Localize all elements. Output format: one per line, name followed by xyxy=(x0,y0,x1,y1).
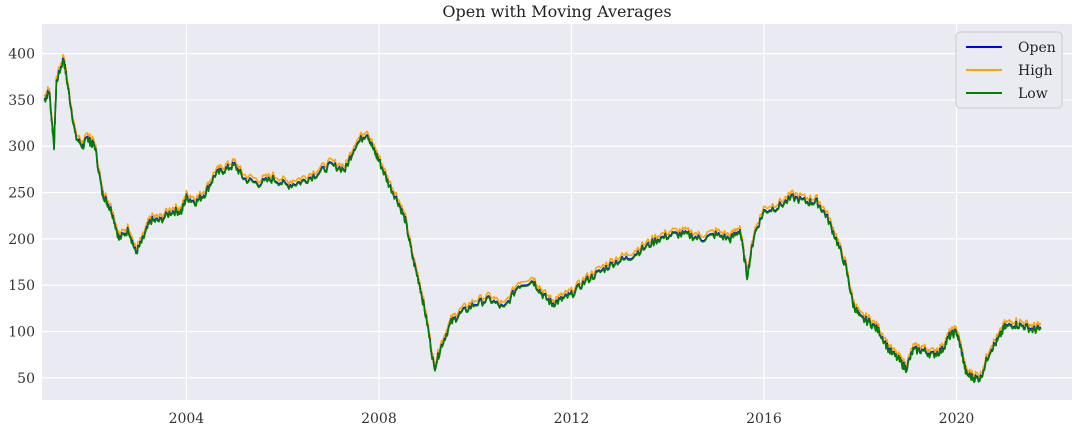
y-tick-label: 200 xyxy=(8,232,35,248)
series-lines xyxy=(43,54,1042,384)
y-tick-label: 250 xyxy=(8,186,35,202)
series-line-high xyxy=(43,54,1042,379)
x-tick-label: 2020 xyxy=(939,411,975,427)
x-tick-label: 2016 xyxy=(746,411,782,427)
plot-background xyxy=(42,24,1072,400)
y-tick-label: 300 xyxy=(8,139,35,155)
y-axis-ticks: 50 100 150 200 250 300 350 400 xyxy=(8,47,35,387)
legend-label: Low xyxy=(1018,86,1048,102)
x-axis-ticks: 2004 2008 2012 2016 2020 xyxy=(169,411,975,427)
y-tick-label: 100 xyxy=(8,324,35,340)
legend-label: High xyxy=(1018,63,1053,79)
x-tick-label: 2012 xyxy=(554,411,590,427)
y-tick-label: 150 xyxy=(8,278,35,294)
y-tick-label: 400 xyxy=(8,47,35,63)
series-line-low xyxy=(43,58,1042,384)
legend-box xyxy=(955,31,1063,109)
legend: Open High Low xyxy=(955,31,1063,109)
x-tick-label: 2008 xyxy=(361,411,397,427)
chart-title: Open with Moving Averages xyxy=(442,2,671,21)
legend-label: Open xyxy=(1018,40,1056,56)
y-tick-label: 50 xyxy=(17,371,35,387)
grid xyxy=(42,24,1072,400)
y-tick-label: 350 xyxy=(8,93,35,109)
x-tick-label: 2004 xyxy=(169,411,205,427)
